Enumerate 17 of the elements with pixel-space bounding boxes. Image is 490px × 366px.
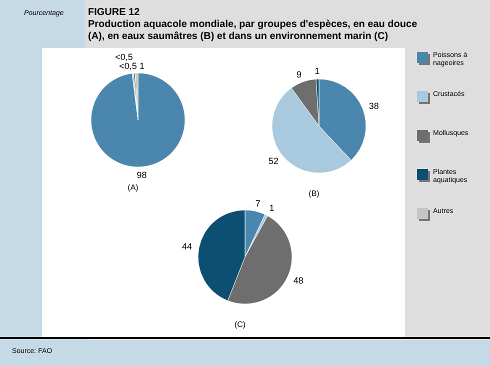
data-label: 98 — [136, 170, 147, 180]
data-label: 1 — [139, 61, 145, 71]
data-label: 7 — [255, 198, 260, 208]
chart-subtitle: Production aquacole mondiale, par groupes d'espèces, en eau douce (A), en eaux saumâtres (B) et dans un environnement marin (C) — [88, 19, 418, 43]
text: (B) — [308, 189, 320, 198]
data-label: <0,5 — [119, 61, 137, 71]
data-label: 38 — [368, 100, 379, 111]
text: (A) — [126, 183, 140, 192]
text: (C) — [233, 320, 247, 329]
data-label: 9 — [296, 69, 302, 80]
chart-title: FIGURE 12 — [88, 7, 141, 19]
data-label: 52 — [268, 156, 279, 166]
data-label: 44 — [182, 242, 192, 252]
data-label: 1 — [269, 202, 274, 213]
data-label: <0,5 — [115, 52, 133, 62]
data-label: 48 — [293, 275, 304, 286]
data-label: 1 — [314, 66, 320, 76]
